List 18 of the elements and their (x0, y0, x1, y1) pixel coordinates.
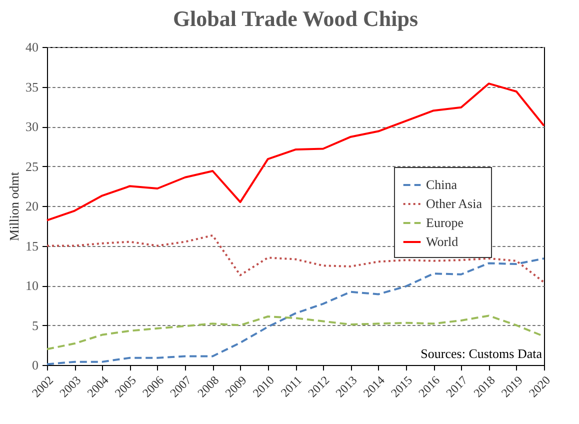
line-series (46, 234, 545, 284)
y-tick-label: 15 (26, 238, 38, 254)
y-tick-label: 35 (26, 79, 38, 94)
y-axis-title: Million odmt (6, 172, 22, 241)
legend-label: Europe (426, 215, 464, 230)
x-tick-label: 2011 (278, 373, 304, 400)
legend-label: World (426, 234, 459, 249)
y-tick-label: 20 (26, 198, 38, 214)
y-tick-label: 5 (32, 318, 38, 333)
legend-label: China (426, 177, 458, 192)
y-tick-label: 40 (26, 40, 38, 54)
y-tick-label: 0 (32, 358, 38, 372)
y-tick-label: 30 (26, 119, 38, 134)
annotation: Sources: Customs Data (420, 346, 542, 361)
chart-title: Global Trade Wood Chips (172, 6, 419, 31)
y-tick-label: 25 (26, 158, 38, 174)
y-tick-label: 10 (26, 278, 38, 293)
legend-label: Other Asia (426, 196, 482, 211)
